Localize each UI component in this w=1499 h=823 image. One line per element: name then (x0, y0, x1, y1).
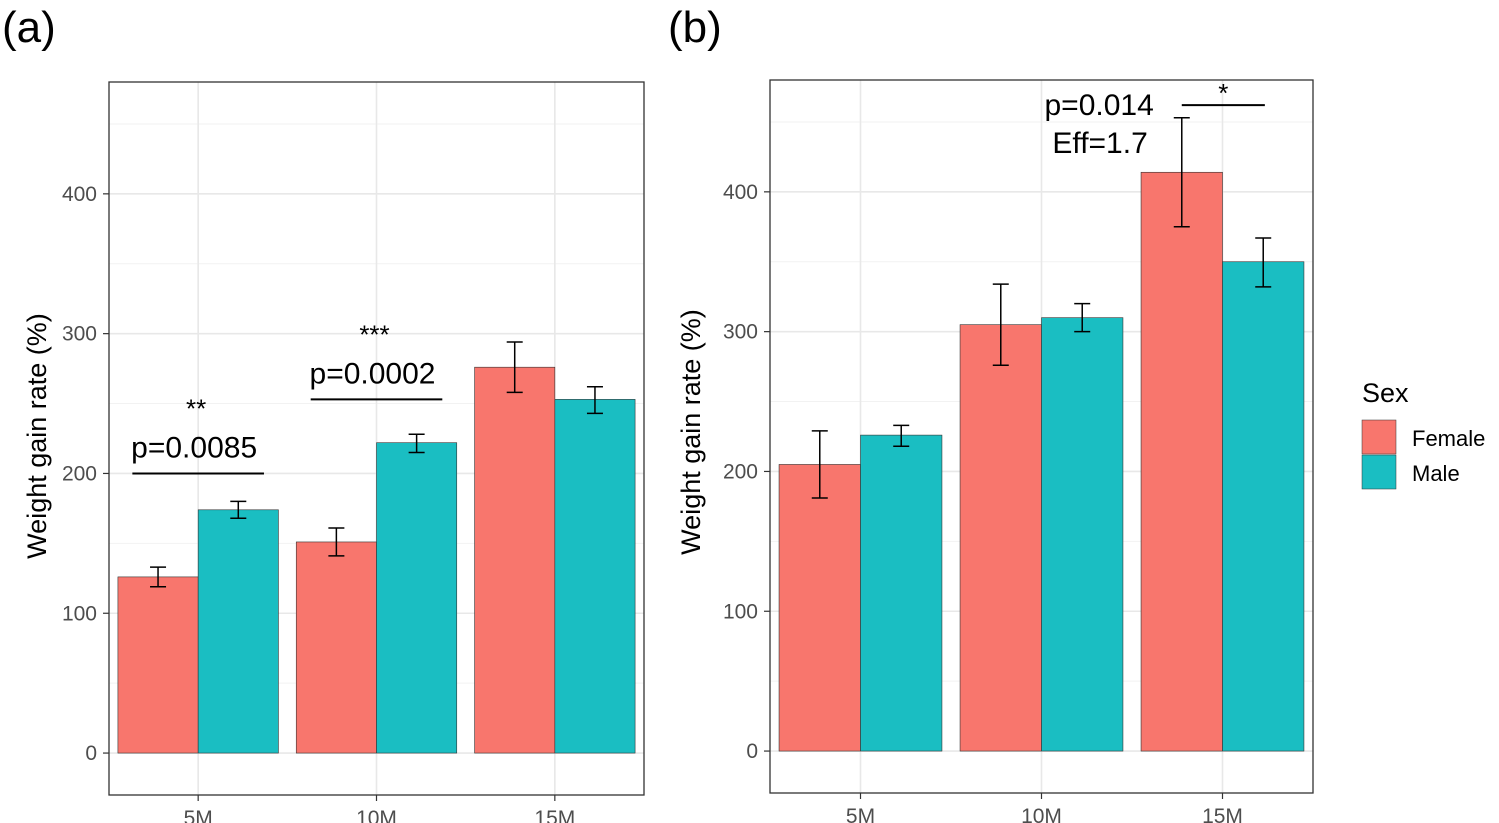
bar-male-5M (197, 509, 279, 754)
x-tick-label: 10M (356, 807, 397, 823)
panel-b: (b) Weight gain rate (%) * p=0.014 Eff=1.7… (668, 3, 1314, 823)
effect-size-label: Eff=1.7 (1052, 127, 1147, 160)
bar-female-10M (295, 541, 377, 754)
bar-male-10M (376, 442, 458, 754)
p-value-label: p=0.014 (1044, 89, 1153, 122)
bar-male-5M (860, 434, 943, 752)
y-tick-label: 200 (62, 462, 97, 485)
panel-b-annotations: * p=0.014 Eff=1.7 (1044, 78, 1265, 160)
bar-female-5M (117, 576, 199, 754)
legend-key-female (1361, 419, 1397, 455)
significance-stars: ** (186, 393, 206, 423)
legend-label-female: Female (1412, 426, 1485, 451)
y-tick-label: 400 (723, 181, 758, 204)
y-tick-label: 0 (85, 742, 97, 765)
panel-a-y-axis-title: Weight gain rate (%) (22, 313, 52, 559)
x-tick-label: 15M (1202, 805, 1243, 823)
legend-key-male (1361, 454, 1397, 490)
significance-stars: *** (359, 319, 389, 349)
x-tick-label: 5M (846, 805, 875, 823)
y-tick-label: 300 (62, 323, 97, 346)
panel-a-ticks: 0 100 200 300 400 5M 10M 15M (62, 183, 575, 823)
bar-male-15M (1222, 261, 1305, 752)
y-tick-label: 100 (723, 600, 758, 623)
panel-b-y-axis-title: Weight gain rate (%) (676, 309, 706, 555)
panel-a-annotations: p=0.0085 ** p=0.0002 *** (131, 319, 443, 475)
bar-female-15M (474, 366, 556, 754)
legend: Sex Female Male (1361, 378, 1485, 490)
x-tick-label: 5M (184, 807, 213, 823)
bar-male-10M (1041, 317, 1124, 752)
bar-female-15M (1140, 171, 1223, 752)
y-tick-label: 0 (746, 740, 758, 763)
bar-female-10M (959, 324, 1042, 752)
legend-label-male: Male (1412, 461, 1460, 486)
panel-b-bars (778, 116, 1305, 752)
significance-stars: * (1218, 78, 1228, 108)
y-tick-label: 300 (723, 321, 758, 344)
panel-b-label: (b) (668, 3, 722, 52)
panel-a: (a) Weight gain rate (%) p=0.0085**p=0.0… (2, 3, 645, 823)
y-tick-label: 400 (62, 183, 97, 206)
y-tick-label: 200 (723, 460, 758, 483)
panel-b-ticks: 0 100 200 300 400 5M 10M 15M (723, 181, 1243, 823)
p-value-label: p=0.0002 (310, 357, 436, 390)
p-value-label: p=0.0085 (131, 431, 257, 464)
x-tick-label: 10M (1021, 805, 1062, 823)
bar-male-15M (554, 399, 636, 754)
panel-a-label: (a) (2, 3, 56, 52)
legend-title: Sex (1362, 378, 1409, 408)
y-tick-label: 100 (62, 602, 97, 625)
bar-female-5M (778, 464, 861, 752)
x-tick-label: 15M (534, 807, 575, 823)
panel-a-bars (117, 341, 636, 754)
